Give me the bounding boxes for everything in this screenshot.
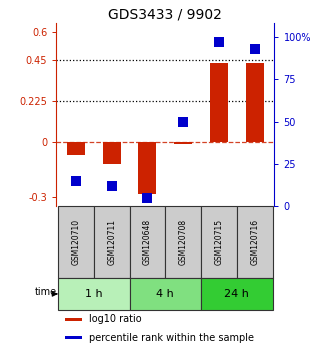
Bar xyxy=(67,142,85,155)
Bar xyxy=(210,63,228,142)
Bar xyxy=(58,278,130,310)
Bar xyxy=(130,278,201,310)
Bar xyxy=(138,142,156,194)
Text: GSM120711: GSM120711 xyxy=(107,219,116,265)
Point xyxy=(73,178,78,184)
Point xyxy=(181,119,186,125)
Bar xyxy=(246,63,264,142)
Text: percentile rank within the sample: percentile rank within the sample xyxy=(89,333,254,343)
Bar xyxy=(65,336,82,339)
Text: GSM120716: GSM120716 xyxy=(250,219,259,265)
Text: time: time xyxy=(35,287,57,297)
Text: GSM120715: GSM120715 xyxy=(214,219,223,265)
Text: GSM120648: GSM120648 xyxy=(143,219,152,265)
Bar xyxy=(201,206,237,278)
Bar xyxy=(130,206,165,278)
Point xyxy=(109,183,114,189)
Bar xyxy=(65,318,82,321)
Point xyxy=(145,195,150,201)
Text: 1 h: 1 h xyxy=(85,289,103,299)
Text: log10 ratio: log10 ratio xyxy=(89,314,142,324)
Bar xyxy=(201,278,273,310)
Bar xyxy=(94,206,130,278)
Text: 4 h: 4 h xyxy=(156,289,174,299)
Text: GSM120710: GSM120710 xyxy=(71,219,80,265)
Point xyxy=(216,39,221,45)
Text: 24 h: 24 h xyxy=(224,289,249,299)
Bar xyxy=(103,142,121,164)
Bar xyxy=(237,206,273,278)
Text: GSM120708: GSM120708 xyxy=(179,219,188,265)
Title: GDS3433 / 9902: GDS3433 / 9902 xyxy=(108,8,222,22)
Bar xyxy=(174,142,192,144)
Point xyxy=(252,46,257,52)
Bar xyxy=(165,206,201,278)
Bar xyxy=(58,206,94,278)
